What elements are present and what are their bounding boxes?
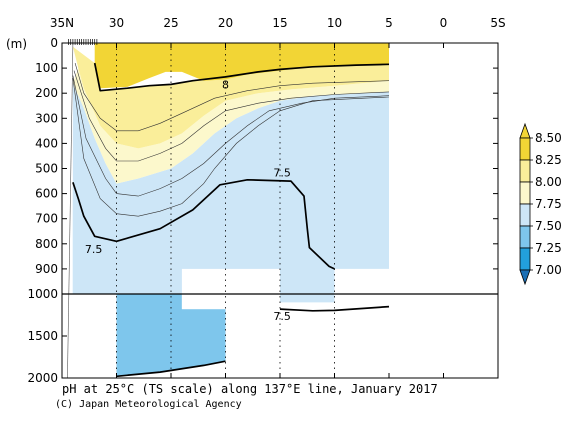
no-data-block-3 <box>72 294 117 378</box>
thin-contours <box>72 63 390 217</box>
y-tick-label-2: 200 <box>35 86 58 100</box>
y-tick-label-6: 600 <box>35 187 58 201</box>
colorbar-top-arrow <box>519 122 531 139</box>
thin-contour-3 <box>72 78 390 217</box>
y-tick-label-3: 300 <box>35 111 58 125</box>
colorbar-label-4: 7.50 <box>535 219 562 233</box>
colorbar-label-3: 7.75 <box>535 197 562 211</box>
thin-contour-1 <box>73 70 390 162</box>
x-tick-label-1: 30 <box>109 16 124 30</box>
colorbar: 8.50 8.25 8.00 7.75 7.50 7.25 7.00 <box>519 122 562 286</box>
x-tick-label-5: 10 <box>327 16 342 30</box>
y-axis-label: (m) <box>6 37 27 51</box>
colorbar-swatch-0 <box>519 137 531 161</box>
x-axis: 35N 30 25 20 15 10 5 0 5S <box>50 16 506 378</box>
y-tick-label-lower-1: 2000 <box>27 371 58 385</box>
colorbar-label-0: 8.50 <box>535 131 562 145</box>
x-tick-label-4: 15 <box>272 16 287 30</box>
no-data-block-0 <box>181 268 280 294</box>
y-tick-label-10: 1000 <box>27 287 58 301</box>
no-data-block-4 <box>389 43 498 378</box>
filled-regions <box>72 43 390 377</box>
chart-credit: (C) Japan Meteorological Agency <box>55 399 242 410</box>
contour-labels: 8 7.5 7.5 7.5 <box>85 78 291 323</box>
x-tick-label-7: 0 <box>440 16 448 30</box>
contour-label-0: 8 <box>222 78 229 91</box>
colorbar-swatch-2 <box>519 181 531 205</box>
contour-75-1 <box>72 178 335 270</box>
y-axis: 0 100 200 300 400 500 600 700 800 900 1000 1500 2000 <box>27 36 498 385</box>
region-775-800-upper-2 <box>72 68 390 184</box>
colorbar-label-6: 7.00 <box>535 263 562 277</box>
thin-contour-0 <box>74 63 390 132</box>
region-750-775-lower-1 <box>280 294 335 303</box>
x-tick-label-0: 35N <box>50 16 74 30</box>
no-data-blocks <box>72 43 498 378</box>
colorbar-label-2: 8.00 <box>535 175 562 189</box>
x-tick-label-6: 5 <box>385 16 393 30</box>
colorbar-swatch-1 <box>519 159 531 183</box>
y-tick-label-5: 500 <box>35 162 58 176</box>
station-line-north <box>67 43 74 378</box>
colorbar-swatch-5 <box>519 247 531 271</box>
contour-75-3 <box>279 305 390 312</box>
chart-title: pH at 25°C (TS scale) along 137°E line, … <box>62 382 438 396</box>
colorbar-swatch-4 <box>519 225 531 249</box>
thin-contour-2 <box>72 75 390 197</box>
contour-8-0 <box>93 62 390 92</box>
contour-label-3: 7.5 <box>273 310 291 323</box>
y-tick-label-7: 700 <box>35 212 58 226</box>
y-tick-label-8: 800 <box>35 237 58 251</box>
y-tick-label-9: 900 <box>35 262 58 276</box>
no-data-block-2 <box>334 294 389 303</box>
station-lines <box>67 43 335 378</box>
region-750-775-upper-1 <box>72 83 390 294</box>
x-tick-label-3: 20 <box>218 16 233 30</box>
contour-75-2 <box>116 360 226 378</box>
colorbar-label-5: 7.25 <box>535 241 562 255</box>
y-tick-label-4: 400 <box>35 136 58 150</box>
y-tick-label-0: 0 <box>50 36 58 50</box>
station-ticks <box>68 39 98 45</box>
region-800-825-upper-3 <box>72 46 390 149</box>
no-data-block-1 <box>181 294 280 310</box>
region-825-850-upper-4 <box>94 43 389 89</box>
colorbar-label-1: 8.25 <box>535 153 562 167</box>
major-contours <box>72 62 390 378</box>
x-tick-label-8: 5S <box>490 16 505 30</box>
colorbar-swatch-3 <box>519 203 531 227</box>
y-tick-label-1: 100 <box>35 61 58 75</box>
x-tick-label-2: 25 <box>163 16 178 30</box>
y-tick-label-lower-0: 1500 <box>27 329 58 343</box>
contour-label-1: 7.5 <box>273 166 291 179</box>
colorbar-bottom-arrow <box>519 269 531 286</box>
contour-label-2: 7.5 <box>85 243 103 256</box>
